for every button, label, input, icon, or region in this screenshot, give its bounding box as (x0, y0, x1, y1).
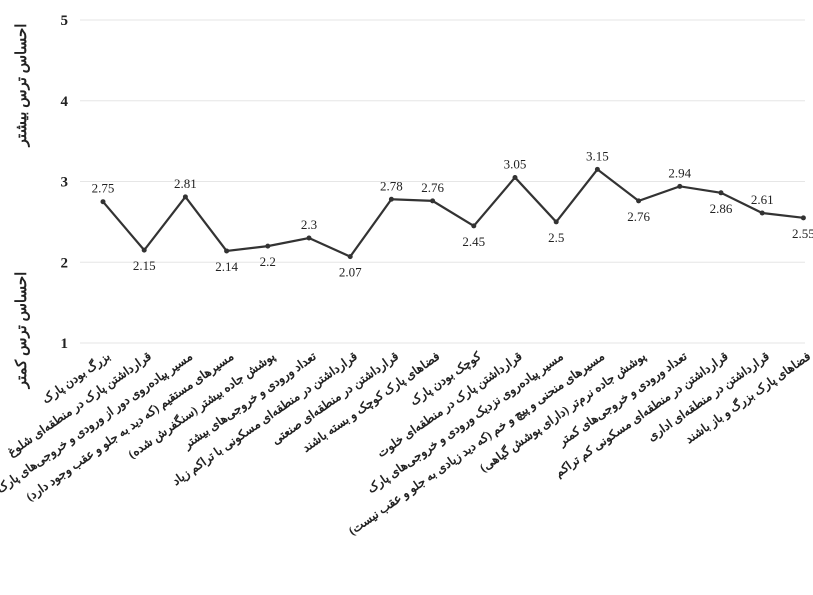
y-tick-label: 2 (61, 255, 69, 271)
point (388, 196, 394, 202)
data-label: 3.05 (504, 156, 527, 171)
axis-title-more-fear: احساس ترس بیشتر (14, 24, 30, 148)
point (677, 183, 683, 189)
point (100, 199, 106, 205)
point (636, 198, 642, 204)
data-label: 2.61 (751, 192, 774, 207)
y-tick-label: 5 (61, 13, 69, 29)
axis-title-less-fear: احساس ترس کمتر (14, 272, 30, 390)
line (102, 167, 804, 258)
point (347, 254, 353, 260)
data-label: 2.78 (380, 178, 403, 193)
data-label: 2.81 (174, 176, 197, 191)
point (265, 243, 271, 249)
point (800, 215, 806, 221)
data-label: 2.55 (792, 226, 813, 241)
point (553, 219, 559, 225)
data-label: 2.76 (627, 209, 650, 224)
point (224, 248, 230, 254)
y-tick-label: 1 (61, 336, 69, 352)
point (759, 210, 765, 216)
point (182, 194, 188, 200)
data-label: 2.14 (215, 259, 238, 274)
point (306, 235, 312, 241)
point (718, 190, 724, 196)
data-label: 2.2 (260, 254, 276, 269)
data-label: 2.76 (421, 180, 444, 195)
data-label: 2.75 (92, 181, 115, 196)
data-label: 2.07 (339, 265, 362, 280)
data-label: 2.45 (462, 234, 485, 249)
point (430, 198, 436, 204)
data-label: 2.15 (133, 258, 156, 273)
y-tick-label: 3 (61, 175, 69, 191)
data-label: 2.94 (668, 165, 691, 180)
point (594, 166, 600, 172)
point (141, 247, 147, 253)
point (512, 174, 518, 180)
data-label: 2.5 (548, 230, 564, 245)
y-tick-label: 4 (61, 94, 69, 110)
data-label: 2.86 (710, 201, 733, 216)
point (471, 223, 477, 229)
data-label: 3.15 (586, 148, 609, 163)
data-label: 2.3 (301, 217, 317, 232)
